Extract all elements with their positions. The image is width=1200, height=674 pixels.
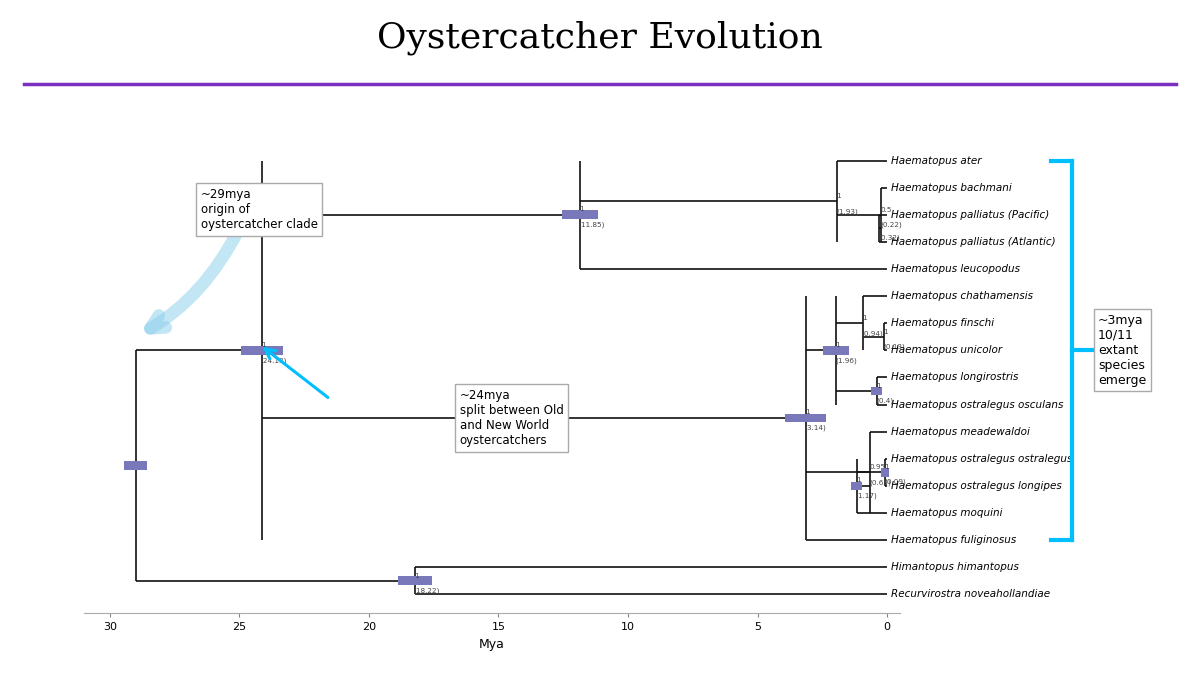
Text: 0.5: 0.5 <box>881 207 892 212</box>
Text: Haematopus unicolor: Haematopus unicolor <box>890 345 1002 355</box>
Bar <box>124 461 148 470</box>
Bar <box>785 414 827 423</box>
Text: Haematopus fuliginosus: Haematopus fuliginosus <box>890 535 1016 545</box>
Text: 1: 1 <box>835 342 840 348</box>
FancyArrowPatch shape <box>150 231 238 328</box>
Text: (1.96): (1.96) <box>835 357 857 364</box>
Text: Haematopus leucopodus: Haematopus leucopodus <box>890 264 1020 274</box>
Text: Haematopus meadewaldoi: Haematopus meadewaldoi <box>890 427 1030 437</box>
Text: Haematopus palliatus (Atlantic): Haematopus palliatus (Atlantic) <box>890 237 1056 247</box>
Bar <box>823 346 850 355</box>
Bar <box>871 387 882 396</box>
Text: Haematopus ostralegus osculans: Haematopus ostralegus osculans <box>890 400 1063 410</box>
Text: 1: 1 <box>805 409 809 415</box>
Text: 1: 1 <box>884 464 888 470</box>
Text: (0.65): (0.65) <box>869 479 890 486</box>
Text: 1: 1 <box>856 477 860 483</box>
Text: Recurvirostra noveahollandiae: Recurvirostra noveahollandiae <box>890 589 1050 599</box>
Text: Haematopus chathamensis: Haematopus chathamensis <box>890 291 1033 301</box>
Text: 1: 1 <box>836 193 841 199</box>
Text: (0.09): (0.09) <box>884 479 906 485</box>
Text: Haematopus finschi: Haematopus finschi <box>890 318 994 328</box>
Text: Haematopus moquini: Haematopus moquini <box>890 508 1002 518</box>
Text: Oystercatcher Evolution: Oystercatcher Evolution <box>377 20 823 55</box>
Text: (0.4): (0.4) <box>876 397 893 404</box>
Bar <box>241 346 283 355</box>
Text: 1: 1 <box>876 383 881 389</box>
Text: (0.22): (0.22) <box>881 221 902 228</box>
X-axis label: Mya: Mya <box>479 638 505 651</box>
Text: Haematopus bachmani: Haematopus bachmani <box>890 183 1012 193</box>
Text: ~29mya
origin of
oystercatcher clade: ~29mya origin of oystercatcher clade <box>200 188 318 231</box>
Bar <box>851 482 863 490</box>
Text: 1: 1 <box>883 329 888 335</box>
Text: Haematopus ater: Haematopus ater <box>890 156 982 166</box>
Text: Haematopus palliatus (Pacific): Haematopus palliatus (Pacific) <box>890 210 1049 220</box>
Text: ~24mya
split between Old
and New World
oystercatchers: ~24mya split between Old and New World o… <box>460 389 564 447</box>
Text: ~3mya
10/11
extant
species
emerge: ~3mya 10/11 extant species emerge <box>1098 314 1146 387</box>
Text: Himantopus himantopus: Himantopus himantopus <box>890 562 1019 572</box>
Text: (0.13): (0.13) <box>883 343 905 350</box>
Bar <box>562 210 599 219</box>
Text: Haematopus longirostris: Haematopus longirostris <box>890 373 1019 382</box>
Text: (24.13): (24.13) <box>260 357 287 364</box>
Text: (1.17): (1.17) <box>856 493 877 499</box>
Text: 1: 1 <box>862 315 866 321</box>
Bar <box>398 576 432 585</box>
Text: Haematopus ostralegus ostralegus: Haematopus ostralegus ostralegus <box>890 454 1073 464</box>
Text: 0.95: 0.95 <box>869 464 886 470</box>
Text: (0.32): (0.32) <box>878 235 900 241</box>
Text: (11.85): (11.85) <box>578 222 605 228</box>
Text: 1: 1 <box>414 573 419 579</box>
Bar <box>881 468 889 477</box>
Text: 1: 1 <box>878 220 883 226</box>
Text: (1.93): (1.93) <box>836 208 858 214</box>
Text: 1: 1 <box>260 342 265 348</box>
Text: 1: 1 <box>578 206 583 212</box>
Text: (0.94): (0.94) <box>862 330 883 336</box>
Text: (3.14): (3.14) <box>805 425 827 431</box>
Text: Haematopus ostralegus longipes: Haematopus ostralegus longipes <box>890 481 1062 491</box>
Text: (18.22): (18.22) <box>414 587 440 594</box>
